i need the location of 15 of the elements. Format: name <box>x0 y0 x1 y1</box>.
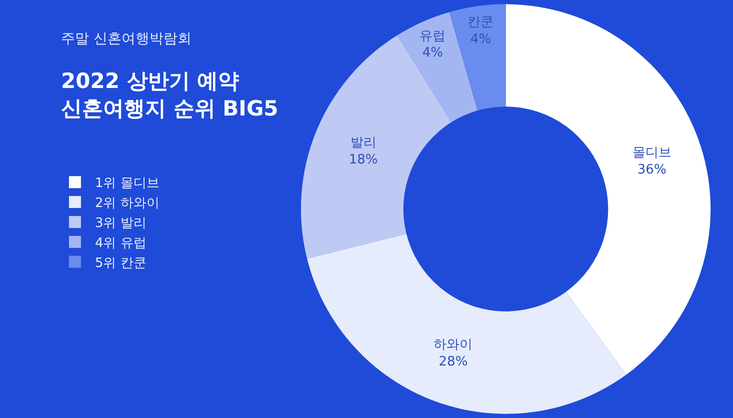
data-label: 칸쿤 4% <box>468 15 494 47</box>
donut-slice <box>506 4 710 375</box>
legend-label: 1위 몰디브 <box>94 176 160 192</box>
legend-label: 4위 유럽 <box>94 236 146 251</box>
legend-label: 3위 발리 <box>94 216 146 232</box>
legend-label: 5위 칸쿤 <box>94 256 146 271</box>
data-label: 유럽 4% <box>420 28 446 61</box>
donut-slice <box>307 234 626 414</box>
donut-slice <box>449 4 506 111</box>
text: 주말 신혼여행박람회 <box>61 31 192 47</box>
data-label: 몰디브 36% <box>632 146 672 178</box>
legend-label: 2위 하와이 <box>94 196 160 212</box>
text: 2022 상반기 예약 신혼여행지 순위 BIG5 <box>61 69 278 120</box>
data-label: 하와이 28% <box>434 337 473 370</box>
data-label: 발리 18% <box>348 136 378 168</box>
